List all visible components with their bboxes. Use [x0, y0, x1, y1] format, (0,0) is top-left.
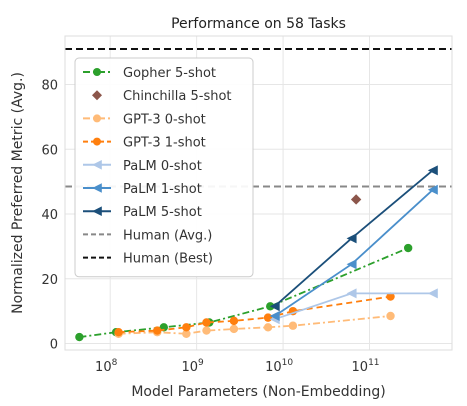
data-point — [92, 160, 102, 170]
data-point — [263, 323, 273, 332]
legend-item: Gopher 5-shot — [83, 66, 216, 81]
data-point — [346, 259, 357, 270]
reference-lines — [65, 47, 452, 188]
legend: Gopher 5-shot Chinchilla 5-shot GPT-3 0-sh… — [74, 57, 254, 278]
data-point — [229, 316, 239, 326]
data-point — [427, 165, 438, 176]
legend-item: GPT-3 0-shot — [83, 112, 206, 127]
data-point — [93, 68, 101, 76]
series-line — [118, 295, 391, 334]
y-tick-label: 20 — [41, 273, 58, 288]
chart-title: Performance on 58 Tasks — [171, 16, 346, 32]
series — [269, 184, 438, 322]
data-point — [114, 327, 123, 337]
x-tick-label: 109 — [181, 358, 204, 375]
legend-item: PaLM 1-shot — [83, 182, 202, 197]
legend-item: Chinchilla 5-shot — [92, 89, 232, 104]
tick-labels: 0 20 40 60 80 108 109 1010 1011 — [41, 79, 379, 375]
legend-label: Human (Best) — [123, 252, 213, 267]
legend-item: PaLM 0-shot — [83, 159, 202, 174]
data-point — [92, 206, 102, 216]
data-point — [386, 292, 395, 301]
legend-label: PaLM 0-shot — [123, 159, 202, 174]
series — [114, 292, 395, 337]
y-tick-label: 60 — [41, 143, 58, 158]
x-axis-label: Model Parameters (Non-Embedding) — [131, 384, 385, 400]
data-point — [229, 324, 239, 334]
legend-label: Human (Avg.) — [123, 228, 212, 243]
data-point — [202, 326, 211, 335]
legend-item: PaLM 5-shot — [83, 205, 202, 220]
data-point — [269, 301, 280, 312]
data-point — [350, 194, 362, 205]
data-point — [346, 233, 357, 244]
series-group — [75, 165, 438, 342]
data-point — [269, 311, 280, 322]
data-point — [263, 313, 273, 322]
x-tick-label: 108 — [95, 358, 118, 375]
legend-label: Gopher 5-shot — [123, 66, 216, 81]
legend-label: PaLM 5-shot — [123, 205, 202, 220]
plot-frame — [64, 35, 453, 351]
data-point — [288, 321, 298, 330]
data-point — [92, 90, 102, 101]
data-point — [346, 288, 357, 299]
data-point — [92, 183, 102, 193]
series — [269, 165, 438, 312]
data-point — [153, 326, 162, 335]
data-point — [427, 184, 438, 195]
series — [350, 194, 362, 205]
legend-label: GPT-3 1-shot — [123, 136, 206, 151]
y-tick-label: 80 — [41, 79, 58, 94]
data-point — [182, 323, 191, 332]
data-point — [182, 329, 191, 339]
data-point — [386, 311, 395, 321]
data-point — [427, 288, 438, 299]
legend-label: Chinchilla 5-shot — [123, 89, 232, 104]
legend-item: Human (Best) — [83, 252, 213, 267]
legend-label: GPT-3 0-shot — [123, 112, 206, 127]
y-axis-label: Normalized Preferred Metric (Avg.) — [10, 72, 26, 314]
legend-item: Human (Avg.) — [83, 228, 212, 243]
legend-box — [74, 57, 254, 278]
y-tick-label: 40 — [41, 208, 58, 223]
data-point — [93, 114, 101, 123]
x-tick-label: 1011 — [352, 358, 380, 375]
data-point — [93, 137, 101, 146]
data-point — [403, 243, 413, 253]
x-tick-label: 1010 — [265, 358, 293, 375]
data-point — [202, 318, 211, 327]
legend-item: GPT-3 1-shot — [83, 136, 206, 151]
y-tick-label: 0 — [50, 338, 58, 353]
data-point — [75, 332, 84, 342]
legend-label: PaLM 1-shot — [123, 182, 202, 197]
